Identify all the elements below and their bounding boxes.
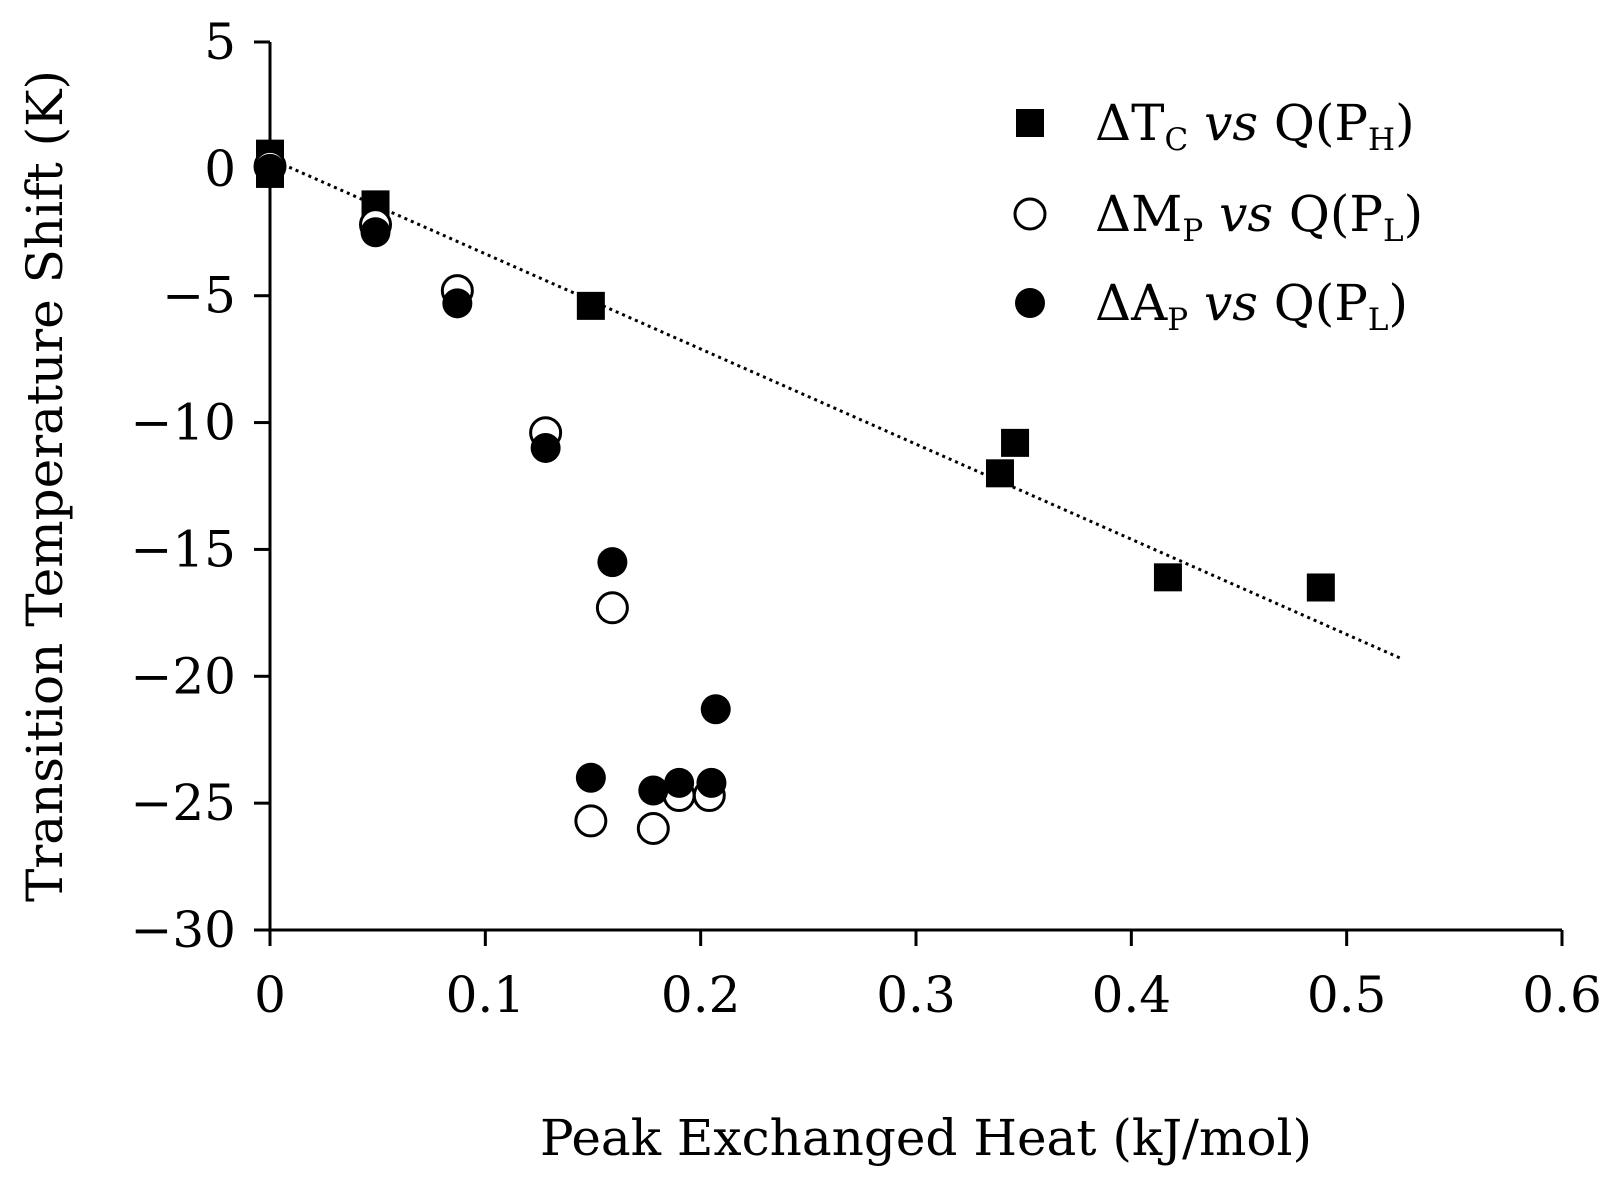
data-point xyxy=(696,767,727,798)
x-tick-label: 0.2 xyxy=(661,966,741,1024)
data-point xyxy=(530,432,561,463)
y-tick-label: −30 xyxy=(130,901,236,959)
legend-marker xyxy=(1013,197,1047,231)
y-tick-label: 5 xyxy=(204,13,236,71)
data-point xyxy=(597,547,628,578)
data-point xyxy=(575,762,606,793)
data-point xyxy=(985,459,1014,488)
y-tick-label: −5 xyxy=(162,267,236,325)
y-tick-label: −25 xyxy=(130,774,236,832)
y-axis-title: Transition Temperature Shift (K) xyxy=(16,70,74,902)
x-tick-label: 0.4 xyxy=(1092,966,1172,1024)
data-point xyxy=(595,591,629,625)
y-tick-label: −10 xyxy=(130,394,236,452)
trendline-layer xyxy=(269,157,1402,660)
trendline xyxy=(269,157,1402,660)
data-point xyxy=(1306,573,1335,602)
data-point xyxy=(255,153,285,184)
series-3 xyxy=(255,153,731,806)
x-tick-label: 0.6 xyxy=(1522,966,1602,1024)
data-point xyxy=(1001,428,1030,457)
x-tick-label: 0.3 xyxy=(876,966,956,1024)
axes: 5 0 −5 −10 −15 −20 −25 −30 0 0.1 0.2 0.3 0.4 0.5 0.6 Pe… xyxy=(16,13,1602,1167)
y-tick-label: −20 xyxy=(130,647,236,705)
data-points-layer xyxy=(253,139,1335,846)
y-tick-label: 0 xyxy=(204,140,236,198)
legend-marker xyxy=(1016,109,1044,137)
data-point xyxy=(442,288,473,319)
data-point xyxy=(638,775,669,806)
x-tick-label: 0 xyxy=(254,966,286,1024)
y-tick-label: −15 xyxy=(130,520,236,578)
data-point xyxy=(576,291,605,320)
data-point xyxy=(664,767,695,798)
data-point xyxy=(700,694,731,725)
data-point xyxy=(360,217,391,248)
legend: ΔTC vs Q(PH) ΔMP vs Q(PL) ΔAP vs Q(PL) xyxy=(1013,94,1423,338)
data-point xyxy=(574,804,608,838)
data-point xyxy=(1153,563,1182,592)
x-tick-label: 0.1 xyxy=(446,966,526,1024)
x-tick-label: 0.5 xyxy=(1307,966,1387,1024)
legend-marker xyxy=(1015,288,1045,318)
legend-label: ΔTC vs Q(PH) xyxy=(1095,94,1415,158)
legend-label: ΔAP vs Q(PL) xyxy=(1095,274,1408,338)
legend-label: ΔMP vs Q(PL) xyxy=(1095,185,1423,249)
data-point xyxy=(636,812,670,846)
x-axis-title: Peak Exchanged Heat (kJ/mol) xyxy=(540,1109,1312,1167)
